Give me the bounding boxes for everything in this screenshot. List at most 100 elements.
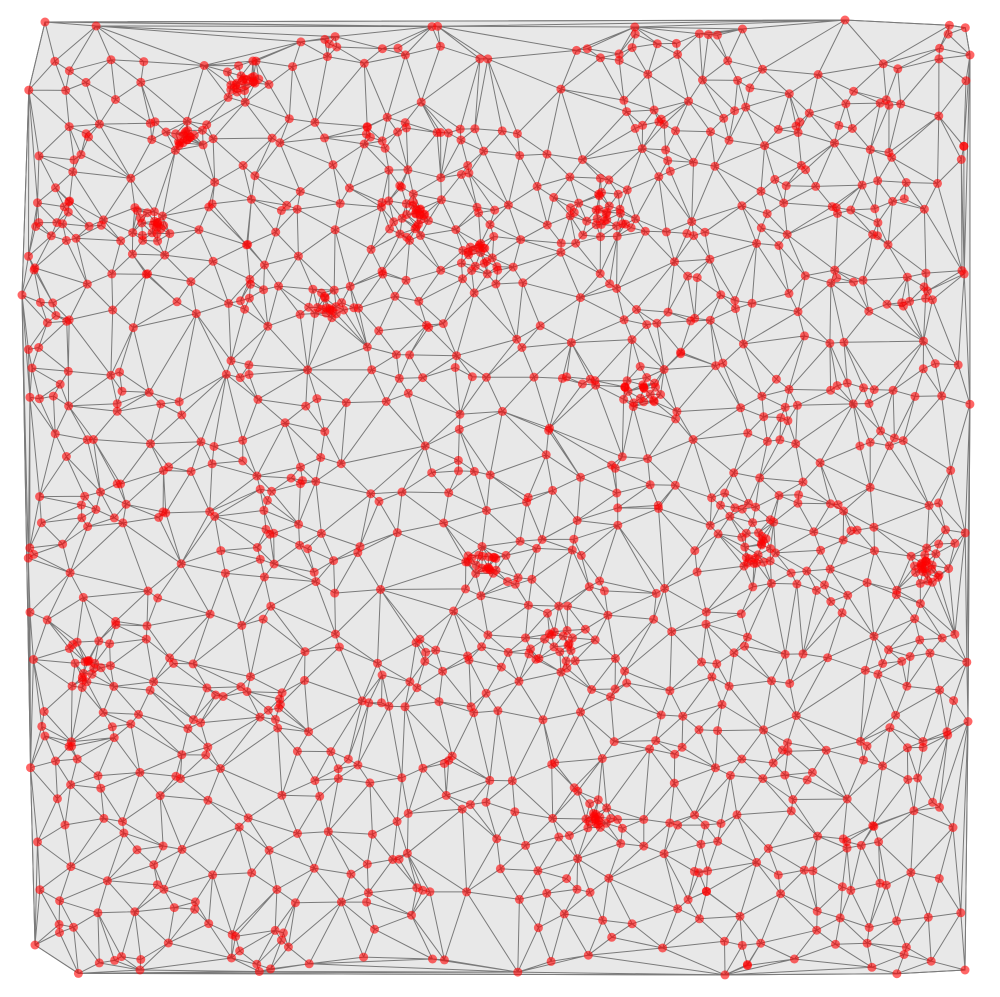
data-point xyxy=(23,345,33,354)
data-point xyxy=(698,75,707,85)
data-point xyxy=(578,155,587,165)
data-point xyxy=(316,528,326,538)
data-point xyxy=(807,767,817,777)
data-point xyxy=(862,578,872,588)
data-point xyxy=(240,97,250,107)
data-point xyxy=(116,479,126,489)
data-point xyxy=(171,129,181,139)
data-point xyxy=(598,915,608,925)
data-point xyxy=(949,696,959,706)
data-point xyxy=(799,865,809,875)
data-point xyxy=(875,98,885,108)
data-point xyxy=(713,726,723,736)
data-point xyxy=(905,296,915,306)
data-point xyxy=(831,939,840,949)
data-point xyxy=(935,43,945,53)
data-point xyxy=(405,350,415,360)
data-point xyxy=(282,200,292,210)
data-point xyxy=(604,201,614,211)
data-point xyxy=(438,319,448,329)
data-point xyxy=(723,56,733,66)
data-point xyxy=(595,173,605,183)
data-point xyxy=(915,635,925,645)
data-point xyxy=(465,800,475,810)
data-point xyxy=(564,639,574,649)
data-point xyxy=(397,773,407,783)
data-point xyxy=(913,773,923,783)
data-point xyxy=(293,829,302,838)
data-point xyxy=(592,214,602,224)
data-point xyxy=(849,277,858,287)
data-point xyxy=(67,681,77,691)
data-point xyxy=(632,305,641,314)
data-point xyxy=(873,176,883,186)
data-point xyxy=(208,134,218,144)
data-point xyxy=(161,508,171,518)
data-point xyxy=(439,518,449,528)
data-point xyxy=(400,50,410,60)
data-point xyxy=(573,786,583,796)
data-point xyxy=(35,297,45,307)
data-point xyxy=(93,771,103,781)
data-point xyxy=(876,426,886,436)
data-point xyxy=(91,21,101,31)
data-point xyxy=(816,545,826,555)
data-point xyxy=(405,677,415,687)
data-point xyxy=(554,832,564,842)
data-point xyxy=(565,172,575,182)
data-point xyxy=(164,462,174,472)
data-point xyxy=(656,710,666,720)
data-point xyxy=(408,200,418,210)
data-point xyxy=(821,745,831,755)
data-point xyxy=(439,759,449,768)
data-point xyxy=(882,299,892,309)
data-point xyxy=(395,229,405,239)
data-point xyxy=(711,361,721,371)
data-point xyxy=(707,493,717,503)
data-point xyxy=(234,822,244,832)
data-point xyxy=(902,272,912,282)
data-point xyxy=(607,932,617,942)
data-point xyxy=(153,593,163,603)
data-point xyxy=(188,715,198,725)
data-point xyxy=(635,362,645,371)
data-point xyxy=(926,956,936,966)
data-point xyxy=(533,866,543,876)
data-point xyxy=(783,416,793,426)
data-point xyxy=(780,402,790,412)
data-point xyxy=(773,870,783,880)
data-point xyxy=(165,229,175,239)
data-point xyxy=(240,86,249,96)
data-point xyxy=(541,450,551,460)
data-point xyxy=(155,791,165,801)
data-point xyxy=(503,200,513,210)
data-point xyxy=(706,127,715,137)
data-point xyxy=(870,546,879,556)
data-point xyxy=(118,518,128,528)
data-point xyxy=(663,307,673,317)
data-point xyxy=(960,528,970,538)
data-point xyxy=(567,545,577,555)
data-point xyxy=(139,57,149,67)
data-point xyxy=(725,770,735,780)
data-point xyxy=(802,775,812,785)
data-point xyxy=(683,271,693,281)
data-point xyxy=(703,866,713,876)
data-point xyxy=(393,127,403,137)
data-point xyxy=(117,952,126,962)
data-point xyxy=(135,767,145,777)
data-point xyxy=(136,213,145,223)
data-point xyxy=(395,181,405,191)
data-point xyxy=(741,102,751,112)
data-point xyxy=(102,876,112,886)
data-point xyxy=(710,763,720,773)
data-point xyxy=(144,387,154,397)
data-point xyxy=(496,662,506,672)
data-point xyxy=(645,744,655,754)
data-point xyxy=(720,970,730,980)
data-point xyxy=(218,692,228,701)
data-point xyxy=(328,160,338,170)
data-point xyxy=(612,231,622,241)
data-point xyxy=(933,178,942,188)
data-point xyxy=(330,32,340,42)
